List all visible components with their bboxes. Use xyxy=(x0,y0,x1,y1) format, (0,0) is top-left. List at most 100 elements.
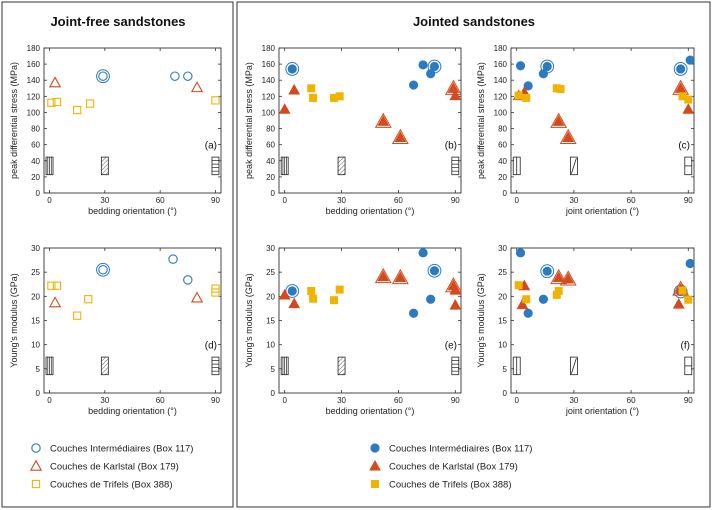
bedding-orientation-icon-0 xyxy=(280,356,289,376)
data-point-triangle-ring xyxy=(374,112,392,128)
x-tick-label: 60 xyxy=(394,396,403,405)
data-point-square xyxy=(309,294,318,303)
bedding-orientation-icon-90 xyxy=(211,356,220,376)
y-tick-label: 40 xyxy=(31,157,40,166)
bedding-orientation-icon-90 xyxy=(211,156,220,176)
series-square xyxy=(307,285,344,305)
left-title: Joint-free sandstones xyxy=(50,14,185,29)
data-point-triangle xyxy=(190,81,204,93)
data-point-triangle xyxy=(278,103,291,114)
x-tick-label: 60 xyxy=(627,396,636,405)
data-point-circle-ring xyxy=(540,59,555,74)
x-tick-label: 60 xyxy=(627,196,636,205)
panel-label: (e) xyxy=(445,340,457,351)
data-point-circle xyxy=(515,61,526,71)
panel-label: (c) xyxy=(678,140,690,151)
y-tick-label: 15 xyxy=(498,317,507,326)
data-point-circle xyxy=(676,64,686,74)
data-point-triangle xyxy=(48,76,62,88)
x-tick-label: 30 xyxy=(337,196,346,205)
data-point-triangle-ring xyxy=(559,270,577,286)
data-point-square xyxy=(73,105,82,115)
y-axis-label: peak differential stress (MPa) xyxy=(244,62,254,179)
data-point-triangle-ring xyxy=(391,128,409,144)
data-point-triangle-ring xyxy=(550,268,568,285)
data-point-square xyxy=(52,281,62,290)
y-tick-label: 140 xyxy=(262,76,276,85)
data-point-circle xyxy=(542,266,552,276)
y-tick-label: 10 xyxy=(31,341,40,350)
legend-marker-triangle xyxy=(29,459,43,471)
plot-area xyxy=(510,47,695,194)
series-square xyxy=(514,84,693,104)
data-point-triangle-ring xyxy=(391,268,409,285)
data-point-square xyxy=(514,91,523,100)
data-point-circle xyxy=(523,308,533,318)
x-tick-label: 0 xyxy=(514,196,519,205)
data-point-square xyxy=(556,85,565,94)
joint-orientation-icon-30 xyxy=(570,356,578,376)
data-point-circle-ring xyxy=(96,69,110,84)
data-point-circle xyxy=(429,266,440,276)
panel-label: (d) xyxy=(205,340,217,351)
y-tick-label: 20 xyxy=(31,292,40,301)
data-point-circle xyxy=(426,294,436,304)
x-tick-label: 90 xyxy=(211,196,220,205)
data-point-circle xyxy=(98,71,108,81)
left-frame xyxy=(1,1,234,508)
data-point-circle-ring xyxy=(285,62,300,76)
data-point-square xyxy=(309,93,318,102)
data-point-triangle xyxy=(449,299,462,310)
data-point-square xyxy=(684,295,693,304)
y-tick-label: 160 xyxy=(262,60,276,69)
y-tick-label: 100 xyxy=(262,108,276,117)
data-point-square xyxy=(522,93,531,102)
data-point-circle xyxy=(542,61,552,72)
legend-label: Couches Intermédiaires (Box 117) xyxy=(389,444,532,455)
x-tick-label: 60 xyxy=(156,196,165,205)
data-point-circle xyxy=(685,258,695,269)
data-point-triangle xyxy=(190,291,204,303)
x-axis-label: bedding orientation (°) xyxy=(88,406,177,416)
data-point-triangle xyxy=(48,296,62,308)
legend-marker-square xyxy=(370,479,379,488)
plot-area xyxy=(43,47,222,194)
x-tick-label: 90 xyxy=(451,196,460,205)
series-circle xyxy=(285,59,442,90)
bedding-orientation-icon-0 xyxy=(45,356,54,376)
x-tick-label: 90 xyxy=(684,396,693,405)
series-circle xyxy=(285,248,442,318)
right-title: Jointed sandstones xyxy=(413,14,535,29)
data-point-triangle xyxy=(278,288,291,300)
y-tick-label: 15 xyxy=(31,317,40,326)
y-tick-label: 60 xyxy=(266,141,275,150)
joint-orientation-icon-30 xyxy=(570,156,578,176)
chart-panel-a: 0 20 40 60 80 100 120 140 160 180 0 30 60 90 bedding o… xyxy=(9,44,222,216)
data-point-circle xyxy=(183,71,193,81)
x-axis-label: joint orientation (°) xyxy=(565,206,639,216)
data-point-square xyxy=(211,96,220,105)
y-axis-label: peak differential stress (MPa) xyxy=(476,62,486,179)
x-tick-label: 0 xyxy=(282,396,287,405)
data-point-circle-ring xyxy=(96,262,110,277)
y-tick-label: 15 xyxy=(266,317,275,326)
x-axis-label: bedding orientation (°) xyxy=(326,206,415,216)
y-tick-label: 30 xyxy=(266,244,275,253)
y-tick-label: 0 xyxy=(503,389,508,398)
data-point-square xyxy=(335,92,344,101)
data-point-circle xyxy=(409,308,419,318)
data-point-triangle xyxy=(288,297,301,309)
y-tick-label: 180 xyxy=(27,44,41,53)
data-point-circle xyxy=(168,254,178,264)
data-point-triangle-ring xyxy=(374,267,392,284)
x-axis-label: bedding orientation (°) xyxy=(88,206,177,216)
x-tick-label: 90 xyxy=(451,396,460,405)
y-tick-label: 100 xyxy=(27,108,41,117)
x-axis-label: bedding orientation (°) xyxy=(326,406,415,416)
chart-panel-b: 0 20 40 60 80 100 120 140 160 180 0 30 60 90 bedding o… xyxy=(244,44,462,216)
data-point-square xyxy=(211,284,220,293)
data-point-square xyxy=(554,287,563,296)
series-triangle xyxy=(48,291,204,308)
